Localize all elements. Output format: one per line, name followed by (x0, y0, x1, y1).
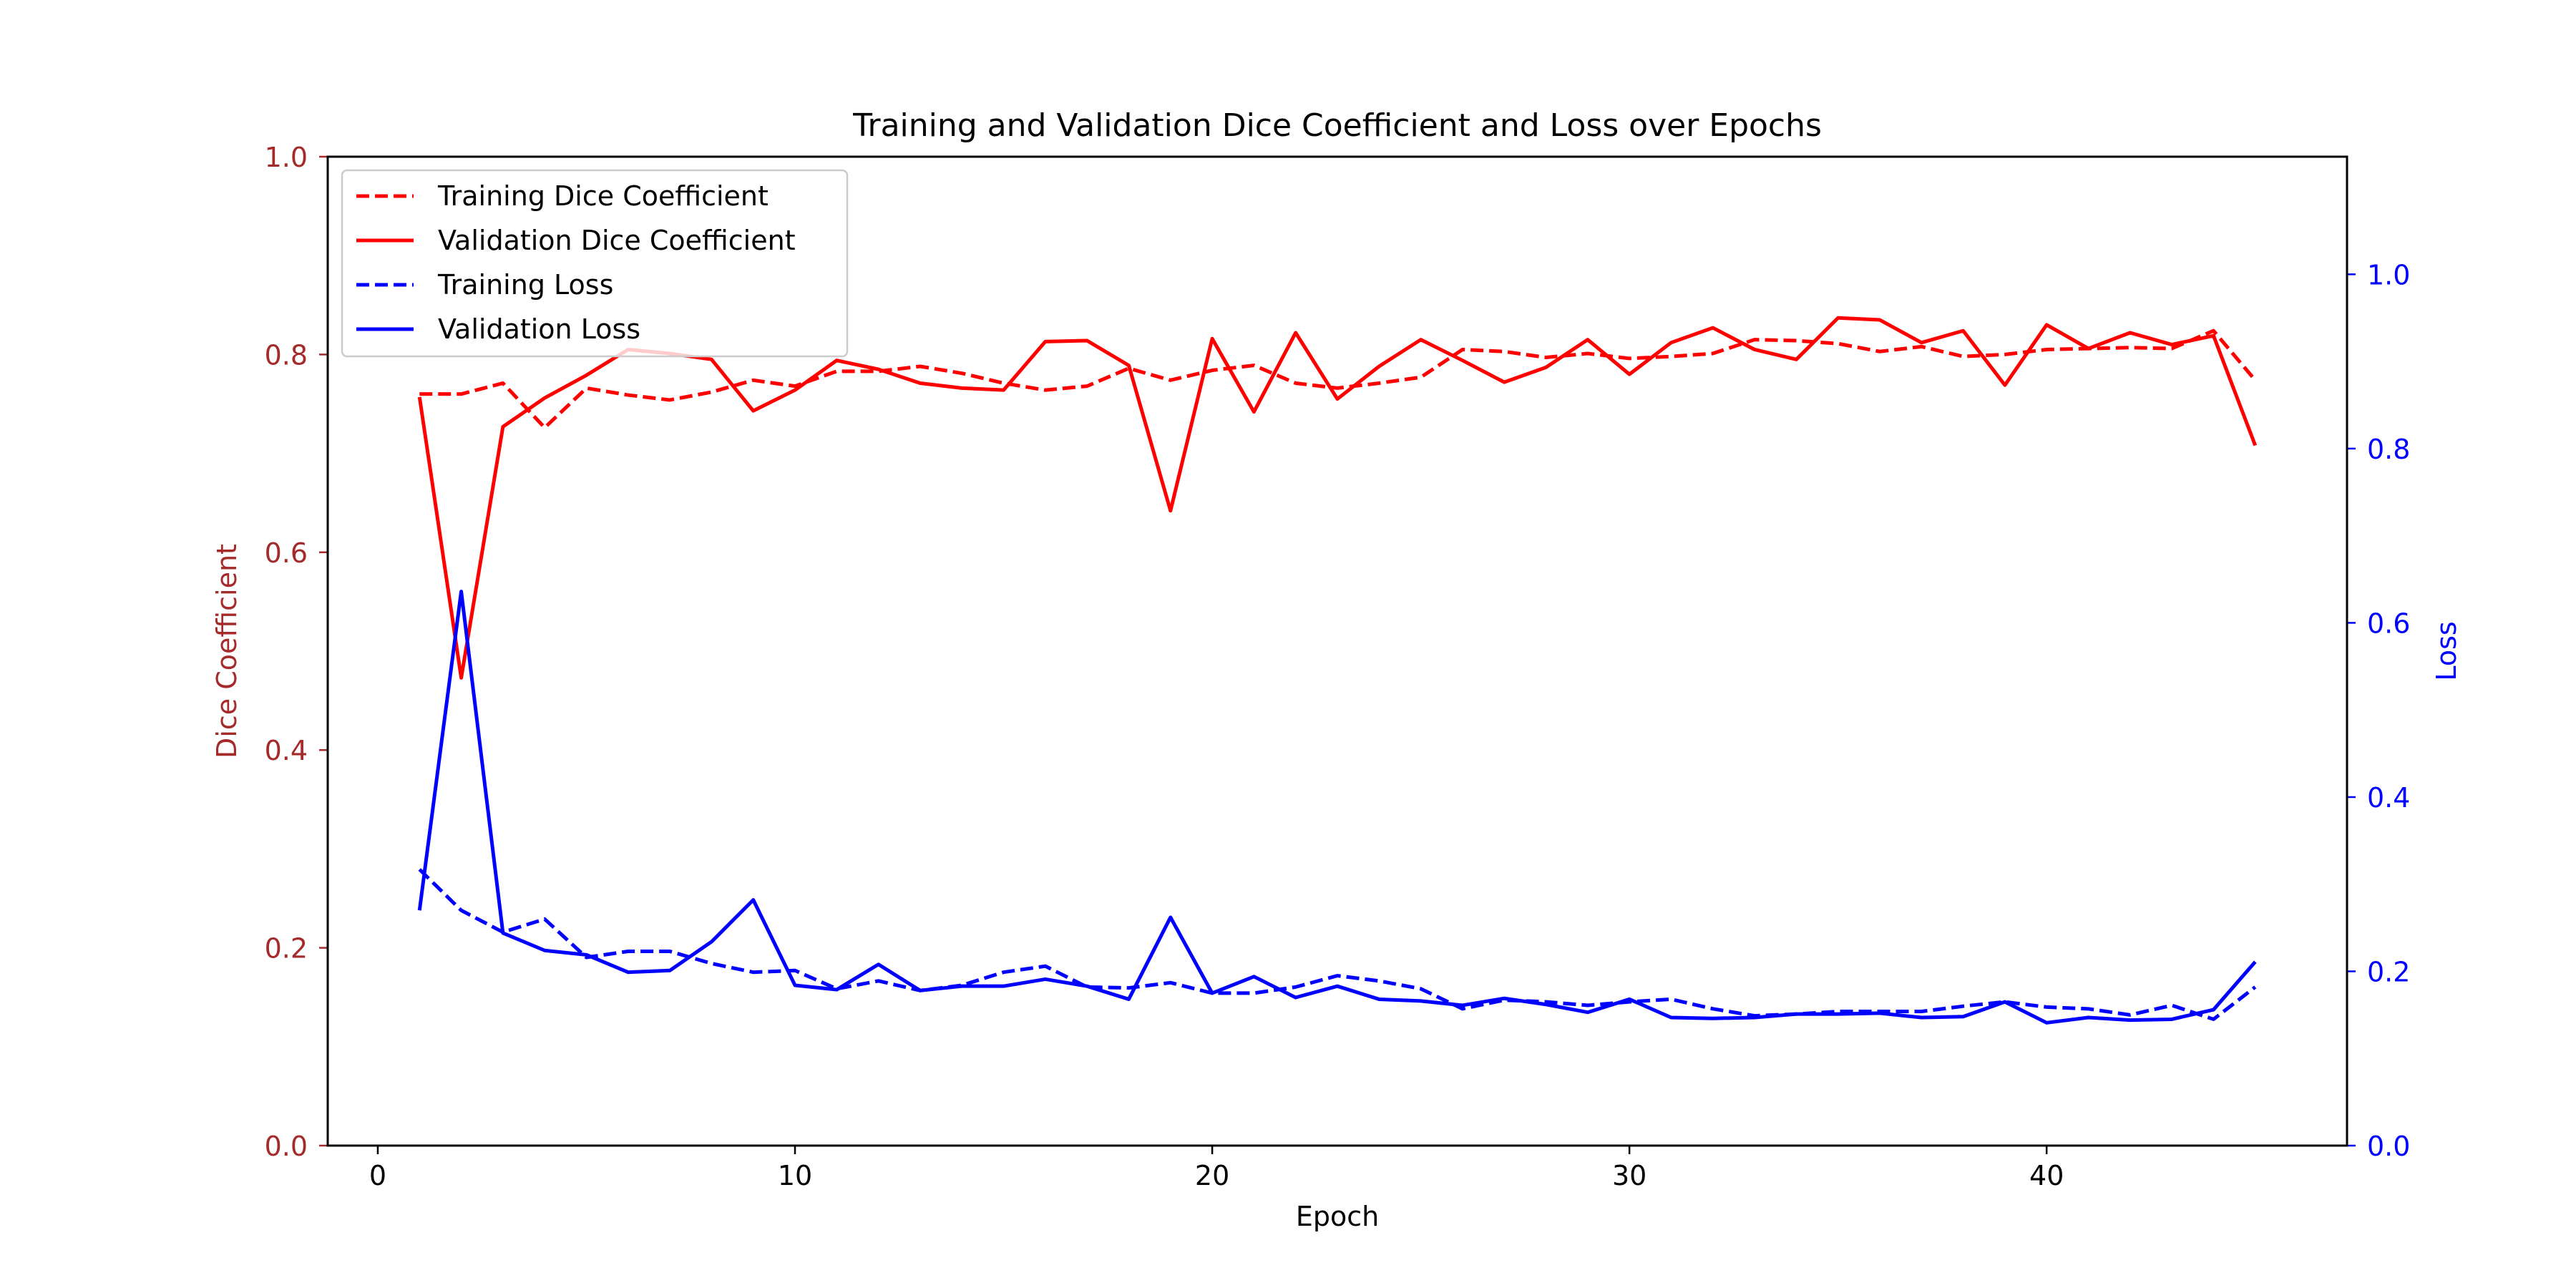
legend-box (341, 169, 849, 358)
y-right-tick-label: 0.6 (2367, 608, 2410, 639)
legend-label-training-loss: Training Loss (437, 269, 613, 301)
y-right-tick-label: 0.4 (2367, 782, 2410, 814)
y-right-tick-label: 0.8 (2367, 434, 2410, 465)
plot-frame (326, 155, 2348, 1147)
x-tick-label: 30 (1612, 1160, 1646, 1191)
plot-area (417, 316, 2258, 1025)
x-tick-label: 40 (2029, 1160, 2064, 1191)
y-axis-right-label: Loss (2431, 621, 2462, 680)
y-left-tick-label: 0.8 (265, 339, 308, 371)
y-left-tick-label: 1.0 (265, 142, 308, 173)
chart-title: Training and Validation Dice Coefficient… (852, 107, 1822, 144)
series-line-training-loss (418, 868, 2257, 1021)
y-right-tick-label: 0.0 (2367, 1131, 2410, 1162)
y-right-tick-label: 0.2 (2367, 956, 2410, 987)
x-tick-label: 0 (369, 1160, 386, 1191)
legend: Training Dice Coefficient Validation Dic… (341, 169, 849, 358)
legend-label-training-dice: Training Dice Coefficient (437, 180, 769, 212)
legend-label-validation-loss: Validation Loss (438, 313, 640, 345)
y-right-tick-label: 1.0 (2367, 259, 2410, 291)
tick-layer: 0 10 20 30 40 0.0 0.2 0.4 0.6 0.8 1.0 0.0 0.2 0.4 0.6 0… (265, 142, 2411, 1191)
series-line-training-dice-coefficient (419, 328, 2257, 430)
x-tick-label: 20 (1195, 1160, 1229, 1191)
series-line-validation-dice-coefficient (417, 316, 2258, 680)
y-left-tick-label: 0.4 (265, 735, 308, 766)
legend-label-validation-dice: Validation Dice Coefficient (438, 225, 796, 256)
y-left-tick-label: 0.6 (265, 537, 308, 569)
x-axis-label: Epoch (1296, 1201, 1379, 1232)
x-tick-label: 10 (778, 1160, 812, 1191)
y-left-tick-label: 0.2 (265, 933, 308, 965)
y-axis-left-label: Dice Coefficient (211, 544, 243, 758)
y-left-tick-label: 0.0 (265, 1131, 308, 1162)
series-line-validation-loss (417, 590, 2257, 1025)
